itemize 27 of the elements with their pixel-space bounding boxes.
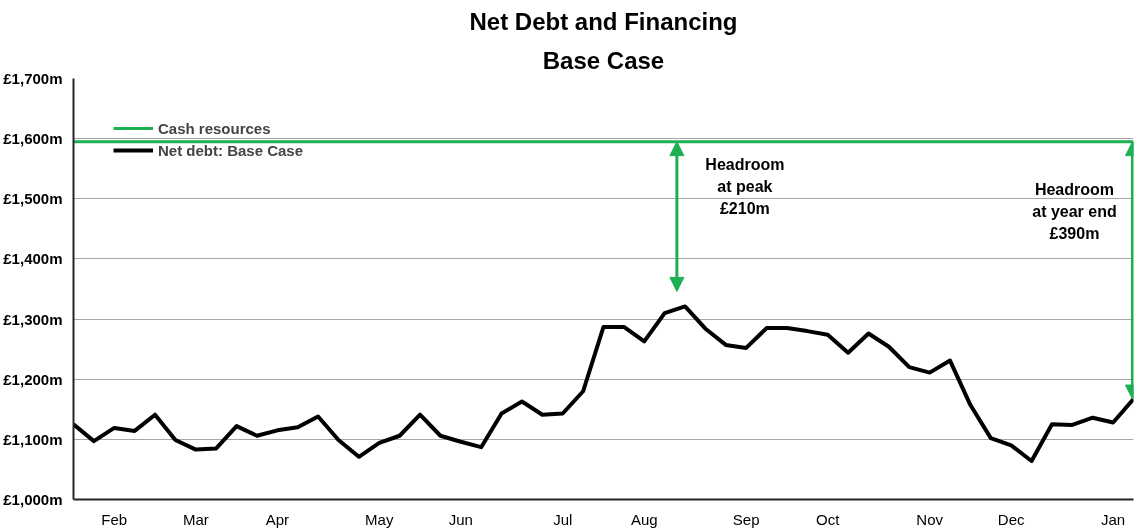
x-tick-label: Sep <box>732 510 760 528</box>
y-tick-label: £1,100m <box>3 430 63 448</box>
x-tick-label: Nov <box>916 510 944 528</box>
y-tick-label: £1,500m <box>3 190 63 208</box>
y-tick-label: £1,600m <box>3 130 63 148</box>
x-tick-label: Mar <box>182 510 209 528</box>
chart-title: Net Debt and Financing <box>469 7 738 35</box>
x-tick-label: Feb <box>101 510 128 528</box>
chart-subtitle: Base Case <box>542 46 665 74</box>
y-tick-label: £1,700m <box>3 70 63 87</box>
y-tick-label: £1,300m <box>3 310 63 328</box>
x-tick-label: Jul <box>553 510 573 528</box>
x-tick-label: Aug <box>630 510 658 528</box>
x-tick-label: Jun <box>448 510 473 528</box>
legend-label: Cash resources <box>158 119 271 137</box>
annotation: Headroom at peak £210m <box>705 156 785 218</box>
legend-label: Net debt: Base Case <box>158 141 304 159</box>
x-tick-label: May <box>365 510 394 528</box>
y-tick-label: £1,000m <box>3 491 63 508</box>
y-tick-label: £1,400m <box>3 250 63 268</box>
y-tick-label: £1,200m <box>3 370 63 388</box>
line-series <box>73 304 1134 464</box>
x-tick-label: Apr <box>265 510 290 528</box>
annotation: Headroom at year end £390m <box>1032 181 1117 243</box>
x-tick-label: Jan <box>1101 510 1126 528</box>
x-tick-label: Oct <box>816 510 841 528</box>
x-tick-label: Dec <box>997 510 1026 528</box>
